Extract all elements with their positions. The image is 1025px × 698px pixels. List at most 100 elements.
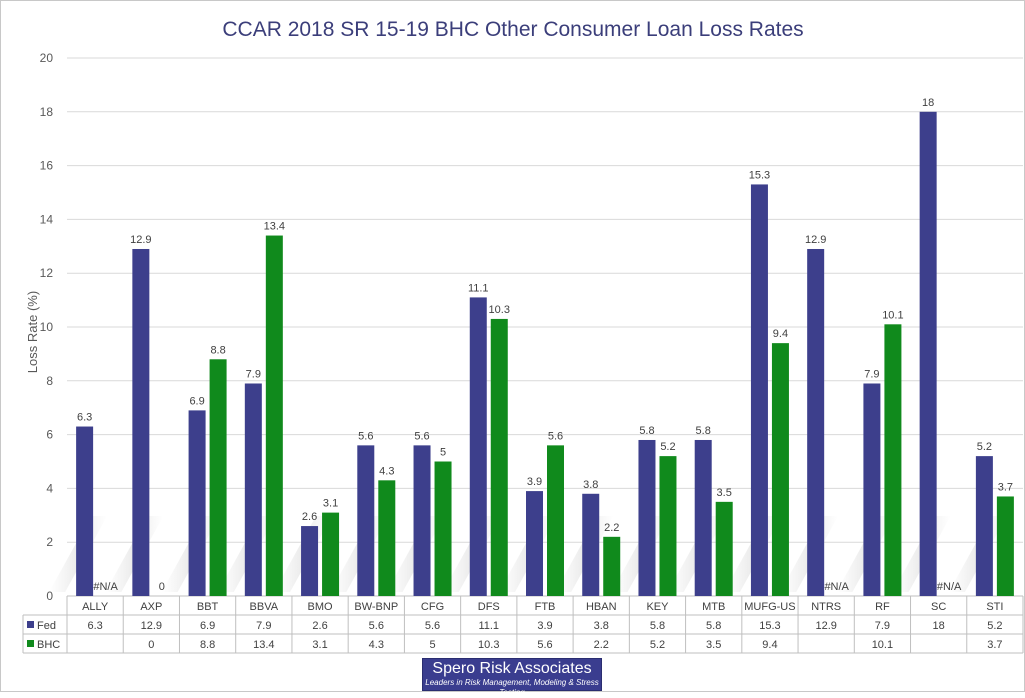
y-tick-label: 0 <box>46 589 53 603</box>
data-label: 5.2 <box>977 441 992 453</box>
x-category-label: BBVA <box>250 601 279 613</box>
table-cell: 15.3 <box>759 620 780 632</box>
x-category-label: SC <box>931 601 946 613</box>
data-label: 11.1 <box>468 282 489 294</box>
data-label: 3.5 <box>717 487 732 499</box>
table-cell: 12.9 <box>141 620 162 632</box>
x-category-label: DFS <box>478 601 500 613</box>
bar-bhc-dfs <box>490 318 508 596</box>
data-label: 6.3 <box>77 412 92 424</box>
bars <box>76 111 1014 597</box>
table-cell: 12.9 <box>815 620 836 632</box>
bar-fed-ntrs <box>807 248 825 597</box>
y-axis-label: Loss Rate (%) <box>25 291 40 373</box>
data-label: 2.6 <box>302 511 317 523</box>
table-cell: 3.9 <box>537 620 552 632</box>
y-tick-label: 10 <box>40 320 54 334</box>
data-label: #N/A <box>93 581 118 593</box>
x-category-label: STI <box>986 601 1003 613</box>
bar-fed-key <box>638 439 656 596</box>
table-cell: 5.6 <box>537 639 552 651</box>
x-category-label: MUFG-US <box>744 601 795 613</box>
data-label: 5.6 <box>414 430 429 442</box>
table-cell: 0 <box>148 639 154 651</box>
y-tick-label: 4 <box>46 481 53 495</box>
bar-fed-axp <box>132 248 150 597</box>
legend-key-bhc <box>27 640 34 647</box>
data-label: 6.9 <box>189 395 204 407</box>
y-tick-label: 14 <box>40 212 54 226</box>
x-category-label: HBAN <box>586 601 617 613</box>
table-cell: 3.8 <box>594 620 609 632</box>
data-label: 3.8 <box>583 479 598 491</box>
data-label: 5.2 <box>660 441 675 453</box>
data-label: 5 <box>440 447 446 459</box>
bar-fed-ftb <box>526 491 543 596</box>
bar-fed-rf <box>863 383 881 596</box>
data-label: 3.7 <box>998 481 1013 493</box>
data-label: 10.1 <box>882 309 903 321</box>
bar-fed-sti <box>975 456 993 596</box>
data-label: 4.3 <box>379 465 394 477</box>
table-cell: 5 <box>429 639 435 651</box>
table-cell: 3.5 <box>706 639 721 651</box>
logo-name: Spero Risk Associates <box>432 660 592 677</box>
bar-bhc-rf <box>884 324 902 596</box>
data-label: 3.9 <box>527 476 542 488</box>
x-category-label: BW-BNP <box>354 601 398 613</box>
table-cell: 5.2 <box>650 639 665 651</box>
chart-title: CCAR 2018 SR 15-19 BHC Other Consumer Lo… <box>222 18 803 41</box>
data-label: 5.8 <box>639 425 654 437</box>
x-category-label: MTB <box>702 601 725 613</box>
data-label: 9.4 <box>773 328 788 340</box>
bar-bhc-bbva <box>265 235 283 597</box>
bar-fed-sc <box>919 111 937 597</box>
x-category-label: AXP <box>140 601 162 613</box>
bar-fed-cfg <box>413 445 431 596</box>
table-cell: 2.2 <box>594 639 609 651</box>
data-label: 0 <box>159 581 165 593</box>
data-label: 18 <box>922 97 934 109</box>
y-tick-label: 6 <box>46 428 53 442</box>
data-label: 3.1 <box>323 498 338 510</box>
table-cell: 5.2 <box>987 620 1002 632</box>
data-label: 10.3 <box>489 304 510 316</box>
table-cell: 10.3 <box>478 639 499 651</box>
bar-fed-bbva <box>244 383 262 596</box>
legend-label-fed: Fed <box>37 620 56 632</box>
table-cell: 9.4 <box>762 639 777 651</box>
bar-bhc-mtb <box>715 501 733 596</box>
x-category-label: BMO <box>308 601 334 613</box>
x-category-label: RF <box>875 601 890 613</box>
legend-key-fed <box>27 621 34 628</box>
table-cell: 2.6 <box>312 620 327 632</box>
y-tick-label: 18 <box>40 105 54 119</box>
data-label: 12.9 <box>130 234 151 246</box>
y-tick-label: 20 <box>40 51 54 65</box>
table-cell: 4.3 <box>369 639 384 651</box>
table-cell: 18 <box>933 620 945 632</box>
table-cell: 7.9 <box>256 620 271 632</box>
data-table: ALLY AXP BBT BBVA BMO BW-BNP CFG DFS FTB HBAN KEY M… <box>22 596 1024 654</box>
bar-bhc-bmo <box>322 512 340 596</box>
y-tick-labels: 0 2 4 6 8 10 12 14 16 18 20 <box>40 51 54 603</box>
bar-bhc-mufg-us <box>771 343 789 596</box>
bar-bhc-bbt <box>209 359 227 596</box>
table-cell: 5.8 <box>706 620 721 632</box>
bar-fed-bw-bnp <box>357 445 375 596</box>
data-labels: 6.3 12.9 6.9 7.9 2.6 5.6 5.6 11.1 3.9 3.8 5.8 5.8 15… <box>77 97 1013 593</box>
bar-bhc-ftb <box>547 445 564 596</box>
table-cell: 6.3 <box>87 620 102 632</box>
y-tick-label: 12 <box>40 266 54 280</box>
data-label: #N/A <box>824 581 849 593</box>
bar-bhc-hban <box>603 536 621 596</box>
table-cell: 7.9 <box>875 620 890 632</box>
data-label: 2.2 <box>604 522 619 534</box>
logo-tagline: Leaders in Risk Management, Modeling & S… <box>425 678 599 697</box>
x-category-label: BBT <box>197 601 219 613</box>
data-label: 12.9 <box>805 234 826 246</box>
x-category-label: FTB <box>535 601 556 613</box>
data-label: 5.8 <box>696 425 711 437</box>
bar-fed-bmo <box>301 526 319 596</box>
